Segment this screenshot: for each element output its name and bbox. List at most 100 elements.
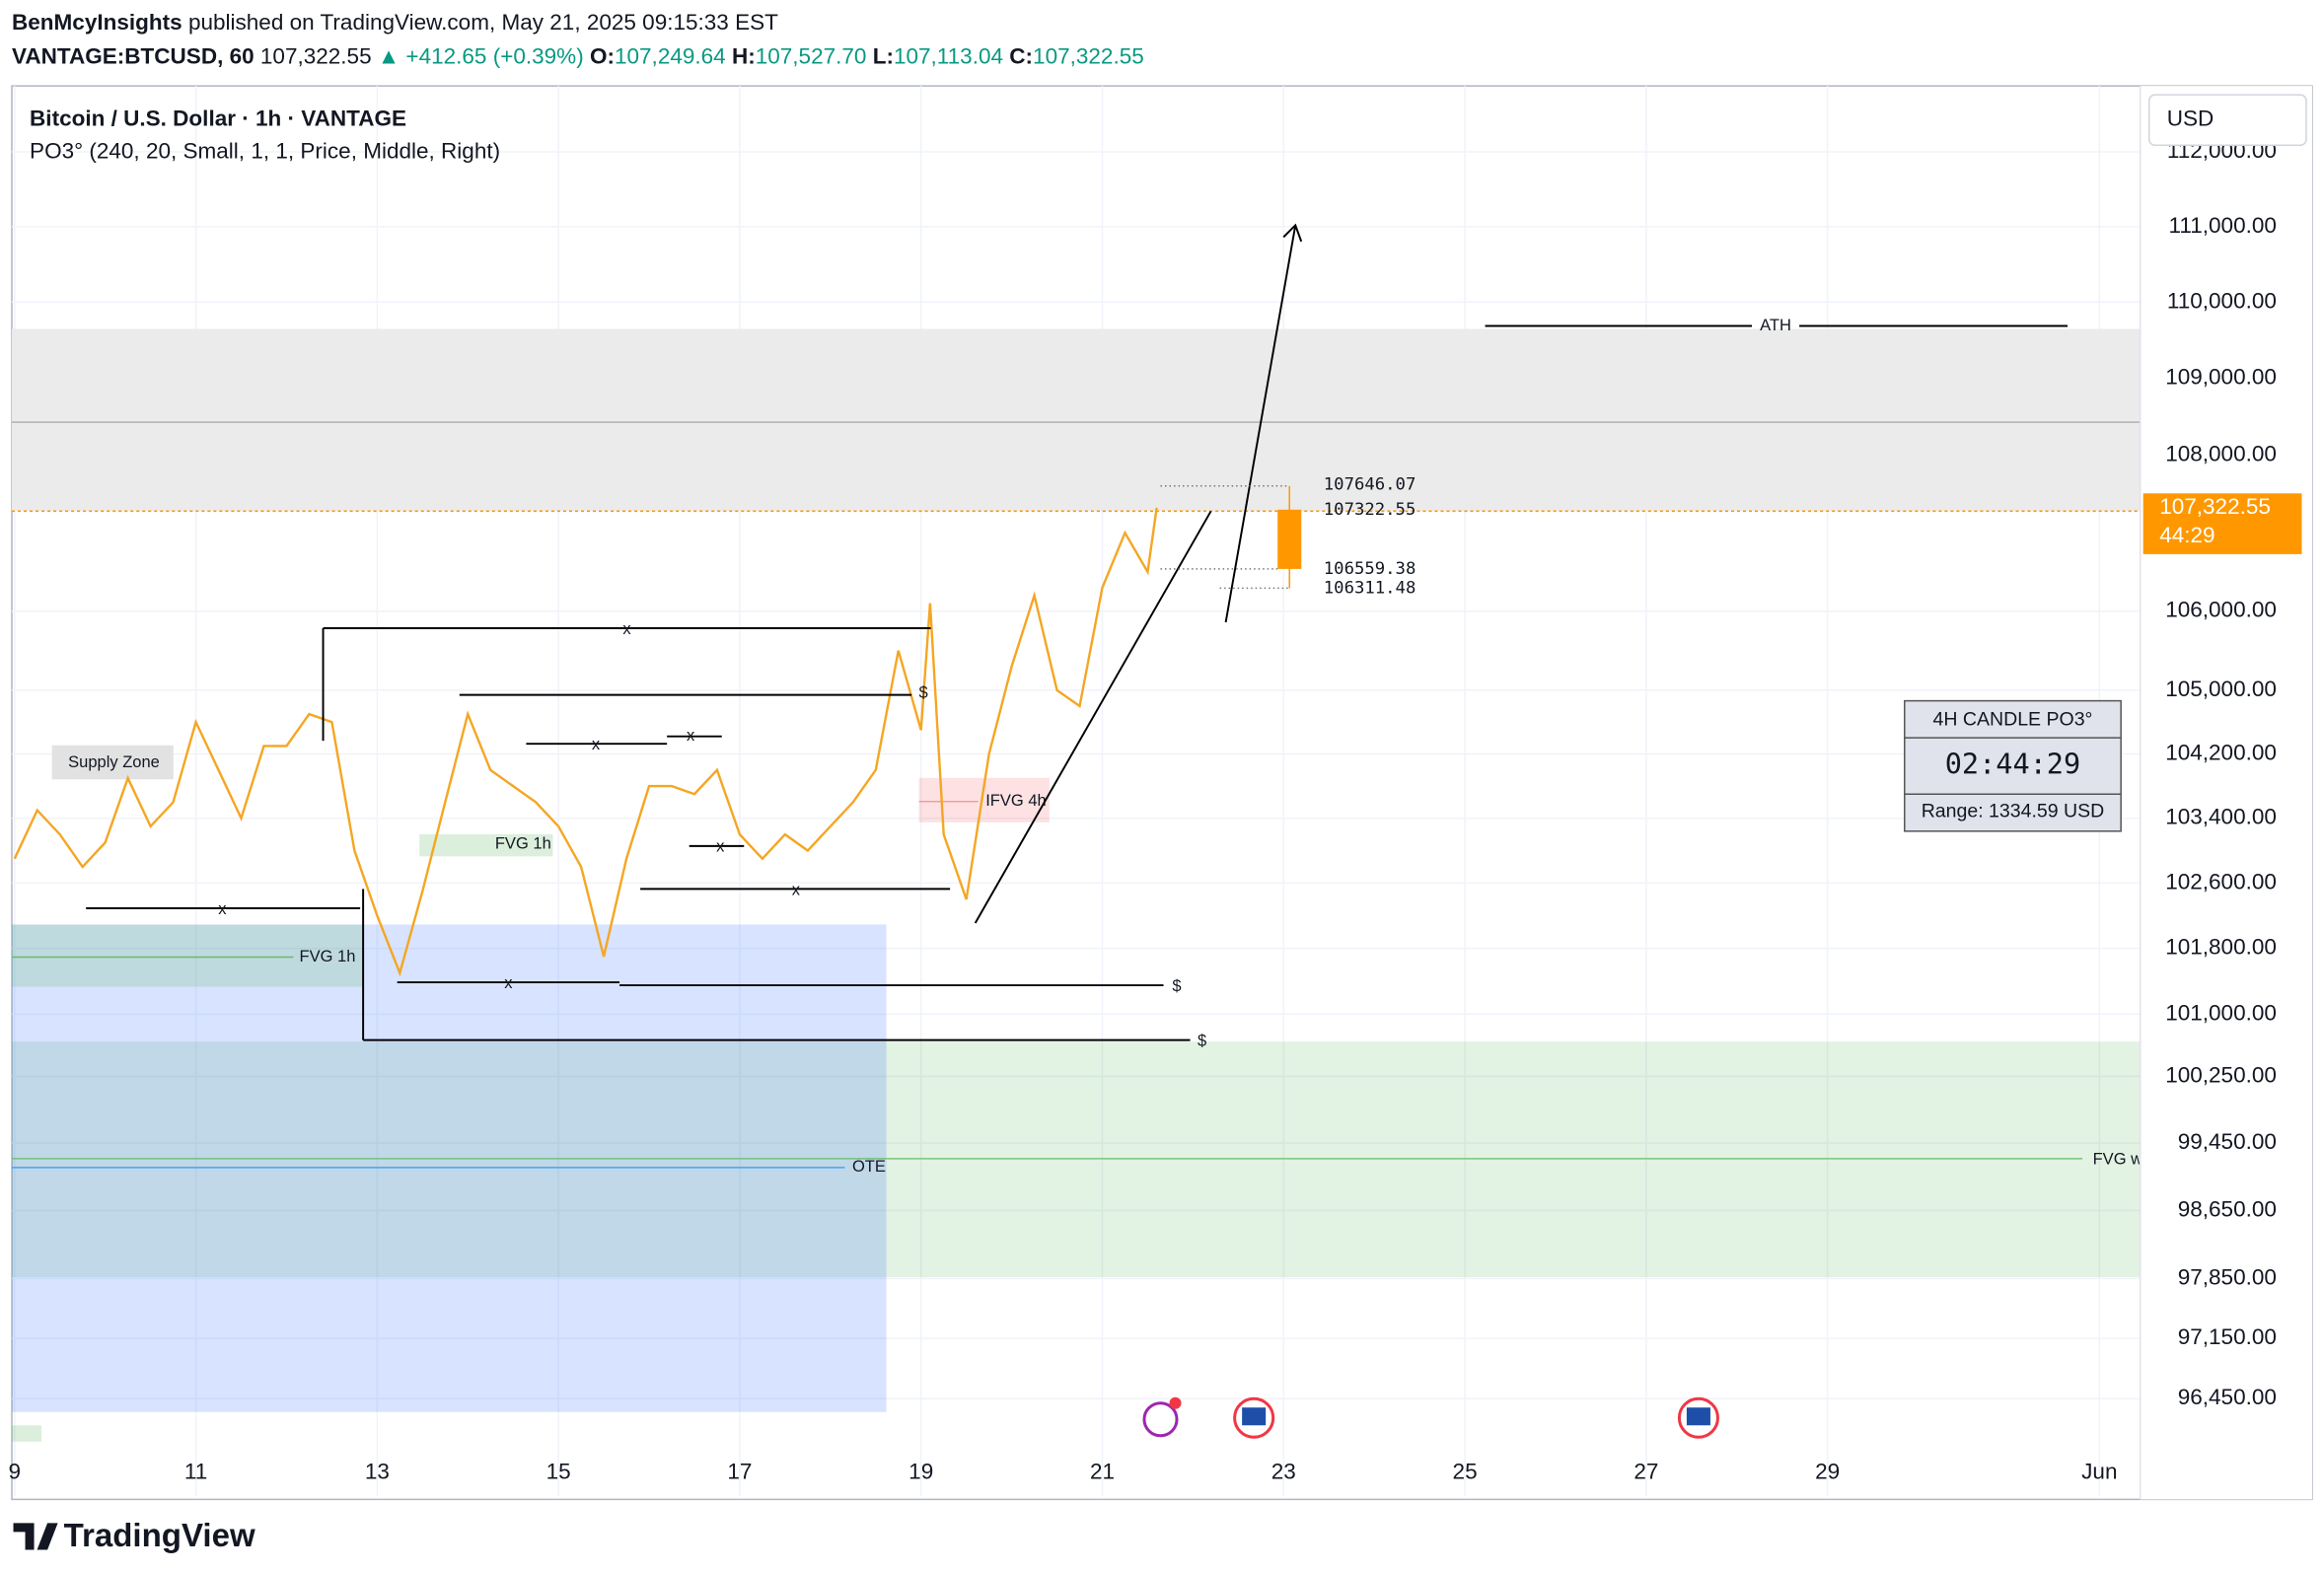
event-icon[interactable] — [1142, 1401, 1179, 1438]
price-line — [13, 507, 1158, 977]
po3-panel-timer: 02:44:29 — [1945, 749, 2080, 781]
event-dot — [1169, 1396, 1182, 1409]
symbol: VANTAGE:BTCUSD, 60 — [12, 44, 254, 69]
publisher: BenMcyInsights — [12, 10, 182, 35]
y-tick-label: 101,000.00 — [2165, 1000, 2277, 1025]
po3-panel: 4H CANDLE PO3° 02:44:29 Range: 1334.59 U… — [1904, 699, 2122, 832]
marker — [12, 1425, 42, 1442]
currency-button[interactable] — [2147, 94, 2307, 146]
y-tick-label: 111,000.00 — [2169, 213, 2277, 238]
y-tick-label: 100,250.00 — [2165, 1062, 2277, 1087]
flag — [1686, 1407, 1710, 1426]
y-tick-label: 97,850.00 — [2178, 1264, 2277, 1289]
price-label-box — [2142, 493, 2302, 554]
x-tick-label: 23 — [1271, 1459, 1296, 1483]
supply-zone-label: Supply Zone — [68, 752, 160, 771]
y-tick-label: 99,450.00 — [2178, 1129, 2277, 1154]
price-label: 107,322.55 — [2159, 494, 2271, 519]
fvg-1h-label-2: FVG 1h — [495, 834, 551, 853]
y-tick-label: 101,800.00 — [2165, 935, 2277, 960]
level-x: x — [218, 899, 227, 918]
x-tick-label: 25 — [1453, 1459, 1478, 1483]
x-tick-label: Jun — [2081, 1459, 2117, 1483]
y-tick-label: 106,000.00 — [2165, 598, 2277, 622]
po3-body — [1277, 509, 1302, 569]
ote-label: OTE — [852, 1157, 886, 1176]
level-x: x — [622, 619, 631, 638]
footer-logo: TradingView — [64, 1518, 255, 1554]
price-series — [13, 507, 1158, 977]
ath-label: ATH — [1760, 316, 1791, 334]
level-x: x — [716, 837, 725, 856]
y-tick-label: 109,000.00 — [2165, 365, 2277, 390]
po3-panel-box — [1904, 699, 2122, 832]
po3-level: 106559.38 — [1324, 559, 1416, 579]
price-countdown: 44:29 — [2159, 523, 2215, 547]
h-label: H: — [732, 44, 756, 69]
arrow-head — [1282, 223, 1303, 243]
fvg-w-zone — [12, 1041, 2141, 1278]
header-line1: BenMcyInsights published on TradingView.… — [12, 10, 778, 35]
fvg-1h-label: FVG 1h — [300, 947, 356, 965]
o-label: O: — [590, 44, 615, 69]
level-x: x — [792, 880, 801, 898]
x-tick-label: 15 — [546, 1459, 571, 1483]
x-tick-label: 11 — [184, 1459, 207, 1483]
l: 107,113.04 — [894, 44, 1003, 69]
c: 107,322.55 — [1033, 44, 1144, 69]
fvg-1h-zone-2 — [419, 833, 553, 857]
gray-zone — [12, 328, 2141, 512]
last: 107,322.55 — [260, 44, 372, 69]
y-tick-label: 104,200.00 — [2165, 741, 2277, 765]
x-tick-label: 19 — [908, 1459, 933, 1483]
x-tick-label: 27 — [1634, 1459, 1658, 1483]
po3-level: 107646.07 — [1324, 474, 1416, 494]
level-dollar: $ — [1172, 976, 1181, 995]
y-tick-label: 110,000.00 — [2167, 288, 2277, 313]
c-label: C: — [1009, 44, 1033, 69]
x-tick-label: 21 — [1090, 1459, 1115, 1483]
x-tick-label: 9 — [9, 1459, 22, 1483]
po3-panel-range: Range: 1334.59 USD — [1922, 800, 2105, 822]
axes: 112,000.00111,000.00110,000.00109,000.00… — [9, 138, 2277, 1483]
chart-title: Bitcoin / U.S. Dollar · 1h · VANTAGE — [30, 107, 406, 131]
x-tick-label: 13 — [365, 1459, 390, 1483]
x-tick-label: 17 — [727, 1459, 752, 1483]
y-tick-label: 108,000.00 — [2165, 442, 2277, 466]
y-tick-label: 105,000.00 — [2165, 677, 2277, 701]
level-x: x — [504, 973, 513, 992]
y-tick-label: 98,650.00 — [2178, 1196, 2277, 1221]
po3-panel-title: 4H CANDLE PO3° — [1933, 708, 2093, 730]
y-tick-label: 97,150.00 — [2178, 1324, 2277, 1349]
y-tick-label: 103,400.00 — [2165, 805, 2277, 829]
indicator-subtitle: PO3° (240, 20, Small, 1, 1, Price, Middl… — [30, 139, 500, 164]
change: ▲ +412.65 (+0.39%) — [378, 44, 584, 69]
fvg-1h-zone — [12, 924, 364, 987]
level-dollar: $ — [1198, 1032, 1206, 1050]
header-line2: VANTAGE:BTCUSD, 60 107,322.55 ▲ +412.65 … — [12, 44, 1144, 69]
currency-label[interactable]: USD — [2167, 107, 2215, 131]
fvg-w-label: FVG w — [2093, 1150, 2143, 1169]
level-dollar: $ — [918, 682, 927, 701]
po3-candle — [1160, 485, 1302, 590]
y-tick-label: 102,600.00 — [2165, 869, 2277, 893]
projection-arrow — [1224, 225, 1297, 623]
o: 107,249.64 — [615, 44, 726, 69]
flag — [1242, 1407, 1267, 1426]
po3-level: 107322.55 — [1324, 500, 1416, 520]
x-tick-label: 29 — [1815, 1459, 1840, 1483]
price-axis — [2140, 86, 2312, 1500]
published: published on TradingView.com, May 21, 20… — [188, 10, 778, 35]
ifvg-label: IFVG 4h — [985, 791, 1047, 810]
logo-icon — [13, 1523, 58, 1550]
y-tick-label: 96,450.00 — [2178, 1385, 2277, 1409]
level-x: x — [592, 735, 601, 753]
level-x: x — [687, 726, 695, 745]
l-label: L: — [873, 44, 894, 69]
po3-level: 106311.48 — [1324, 578, 1416, 598]
levels — [86, 627, 1191, 1041]
supply-zone-box — [51, 745, 174, 780]
trend-line — [974, 510, 1212, 924]
